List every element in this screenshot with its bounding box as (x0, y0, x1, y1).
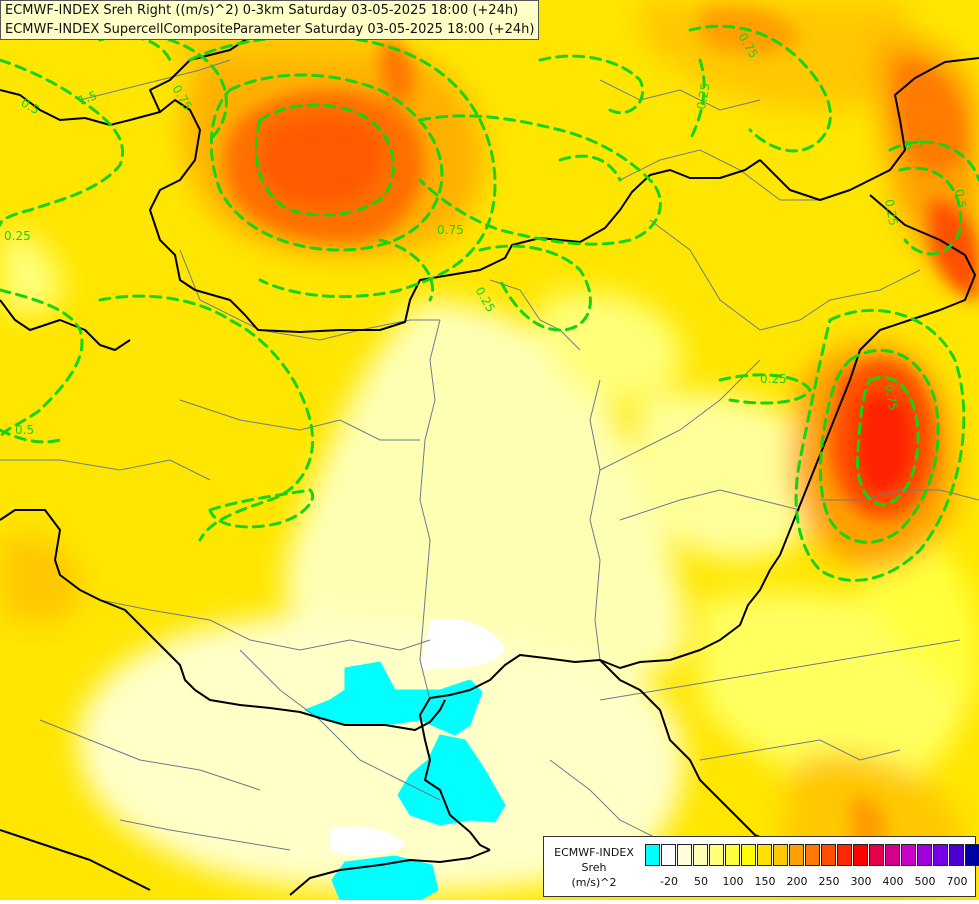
legend-swatch (837, 844, 852, 866)
legend-tick-label: 100 (722, 875, 744, 888)
legend-title-line: ECMWF-INDEX (554, 846, 634, 859)
contour-label: 0.25 (760, 372, 787, 386)
legend-swatch (725, 844, 740, 866)
legend-swatch (965, 844, 979, 866)
scp-contours (0, 18, 979, 582)
contour-label: 1.5 (76, 88, 99, 108)
legend-ticks: -20 50 100 150 200 250 300 400 500 700 (645, 875, 975, 889)
legend-swatch (853, 844, 868, 866)
legend-swatch (645, 844, 660, 866)
legend-swatch (693, 844, 708, 866)
legend-tick-label: 50 (694, 875, 708, 888)
color-legend: ECMWF-INDEX Sreh (m/s)^2 -20 50 100 150 200 2… (543, 836, 979, 897)
legend-tick-label: 200 (786, 875, 808, 888)
legend-swatch (757, 844, 772, 866)
legend-swatch (741, 844, 756, 866)
legend-swatch (885, 844, 900, 866)
legend-swatch (949, 844, 964, 866)
legend-tick-label: 700 (946, 875, 968, 888)
contour-label: 0.25 (882, 198, 900, 227)
legend-swatch (869, 844, 884, 866)
legend-tick-label: 300 (850, 875, 872, 888)
contour-label: 0.75 (437, 223, 464, 237)
legend-tick-label: 500 (914, 875, 936, 888)
legend-swatch (709, 844, 724, 866)
contour-label: 0.25 (4, 229, 31, 243)
contour-labels: 0.25 0.25 0.25 0.25 0.5 0.5 0.5 0.75 0.7… (4, 31, 969, 438)
legend-swatch (901, 844, 916, 866)
legend-swatch (789, 844, 804, 866)
legend-title-line: (m/s)^2 (571, 876, 617, 889)
title-line-scp: ECMWF-INDEX SupercellCompositeParameter … (5, 22, 535, 37)
legend-title: ECMWF-INDEX Sreh (m/s)^2 (548, 845, 640, 890)
legend-swatches (645, 844, 979, 866)
legend-swatch (773, 844, 788, 866)
legend-swatch (661, 844, 676, 866)
legend-swatch (805, 844, 820, 866)
contour-label: 0.5 (952, 188, 969, 209)
legend-swatch (933, 844, 948, 866)
contour-label: 0.25 (694, 82, 712, 111)
legend-swatch (917, 844, 932, 866)
legend-tick-label: -20 (660, 875, 678, 888)
legend-title-line: Sreh (581, 861, 607, 874)
contour-label: 0.75 (882, 383, 900, 412)
legend-tick-label: 400 (882, 875, 904, 888)
legend-tick-label: 150 (754, 875, 776, 888)
title-line-sreh: ECMWF-INDEX Sreh Right ((m/s)^2) 0-3km S… (5, 3, 519, 18)
rivers (0, 59, 979, 851)
legend-swatch (677, 844, 692, 866)
legend-tick-label: 250 (818, 875, 840, 888)
map-title: ECMWF-INDEX Sreh Right ((m/s)^2) 0-3km S… (0, 0, 540, 40)
legend-swatch (821, 844, 836, 866)
contour-label: 0.5 (15, 423, 34, 437)
contour-label: 0.5 (903, 136, 924, 153)
